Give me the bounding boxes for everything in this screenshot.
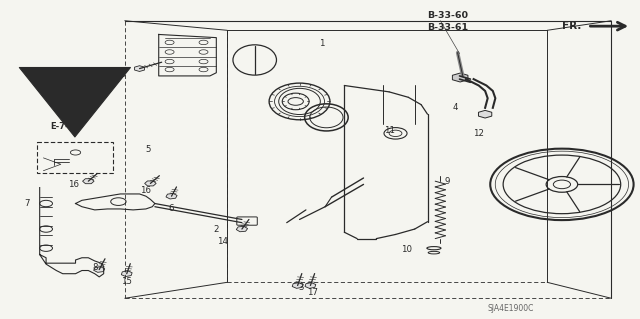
Text: 12: 12 (473, 129, 484, 138)
Text: E-7: E-7 (61, 113, 77, 122)
Text: B-33-60: B-33-60 (428, 11, 468, 20)
Text: 8: 8 (92, 263, 97, 272)
Text: 10: 10 (401, 245, 412, 254)
Text: 2: 2 (214, 225, 219, 234)
Text: 13: 13 (115, 70, 126, 78)
Text: 17: 17 (307, 288, 318, 297)
Text: 16: 16 (140, 186, 152, 195)
Text: 4: 4 (453, 103, 458, 112)
Text: 9: 9 (444, 177, 449, 186)
Text: SJA4E1900C: SJA4E1900C (488, 304, 534, 313)
Text: 11: 11 (383, 126, 395, 135)
Text: FR.: FR. (562, 21, 581, 31)
Text: 7: 7 (24, 199, 29, 208)
Text: 14: 14 (217, 237, 228, 246)
Text: 1: 1 (319, 39, 324, 48)
Text: 16: 16 (68, 180, 79, 189)
Text: E-7-1: E-7-1 (51, 122, 75, 131)
Text: 15: 15 (121, 277, 132, 286)
Text: 5: 5 (146, 145, 151, 154)
Text: B-33-61: B-33-61 (428, 23, 468, 32)
Text: 3: 3 (298, 283, 303, 292)
Text: 6: 6 (169, 204, 174, 213)
